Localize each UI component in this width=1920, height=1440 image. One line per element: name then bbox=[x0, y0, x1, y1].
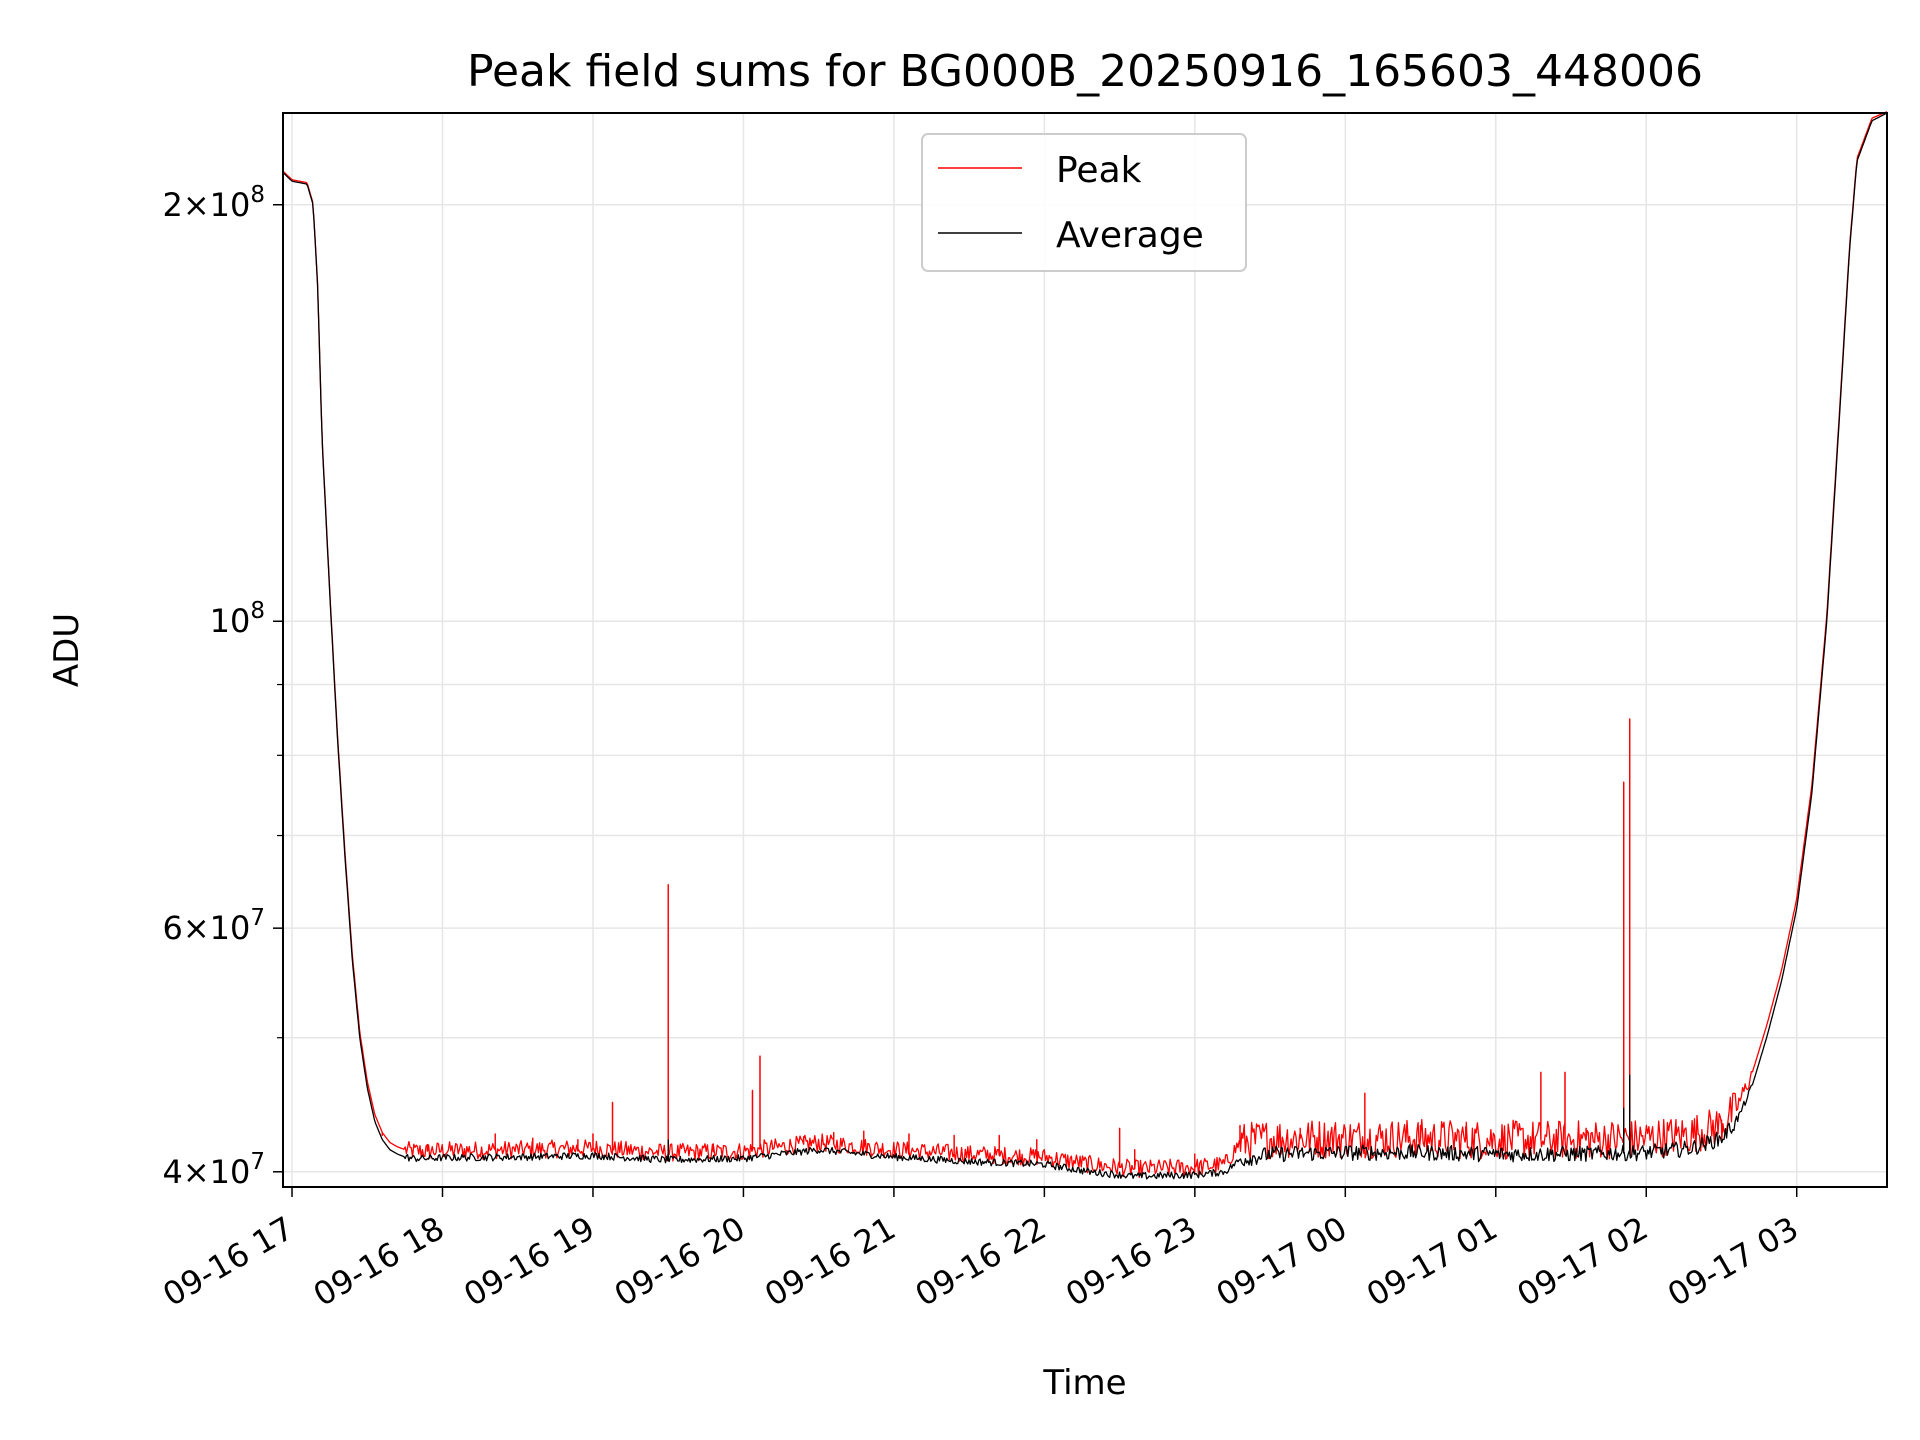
y-tick-label: 4×107 bbox=[162, 1149, 265, 1191]
series-layer bbox=[282, 111, 1888, 1180]
y-tick-label: 6×107 bbox=[162, 905, 265, 947]
y-tick-base: 6 bbox=[162, 909, 182, 947]
legend-average-label: Average bbox=[1056, 215, 1204, 256]
grid bbox=[283, 113, 1887, 1187]
y-tick-times: ×10 bbox=[183, 186, 251, 224]
y-tick-exponent: 7 bbox=[250, 1149, 265, 1175]
y-tick-base: 4 bbox=[162, 1153, 182, 1191]
y-tick-base: 2 bbox=[162, 186, 182, 224]
y-tick-label: 108 bbox=[210, 598, 265, 640]
y-axis-label: ADU bbox=[47, 613, 87, 687]
legend-peak-label: Peak bbox=[1056, 150, 1142, 191]
legend: Peak Average bbox=[921, 133, 1247, 272]
series-line-peak bbox=[282, 111, 1888, 1179]
chart-title: Peak field sums for BG000B_20250916_1656… bbox=[467, 46, 1703, 97]
y-tick-times: ×10 bbox=[183, 1153, 251, 1191]
y-tick-exponent: 7 bbox=[250, 905, 265, 931]
plot-frame bbox=[282, 112, 1888, 1188]
y-tick-exponent: 8 bbox=[250, 598, 265, 624]
y-tick-base: 10 bbox=[210, 602, 251, 640]
y-tick-label: 2×108 bbox=[162, 182, 265, 224]
x-axis-label: Time bbox=[1042, 1363, 1126, 1403]
y-tick-exponent: 8 bbox=[250, 182, 265, 208]
y-tick-times: ×10 bbox=[183, 909, 251, 947]
